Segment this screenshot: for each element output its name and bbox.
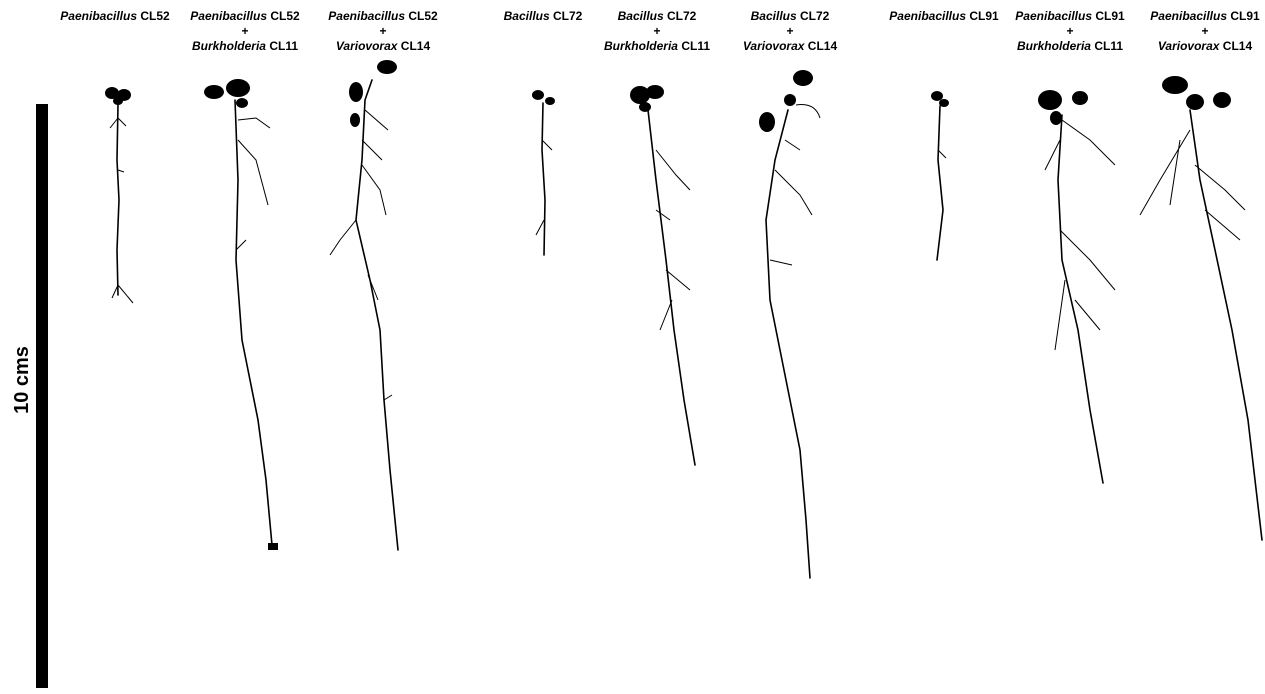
genus: Burkholderia <box>1017 39 1091 53</box>
strain: CL14 <box>401 39 431 53</box>
genus: Paenibacillus <box>1150 9 1227 23</box>
plus: + <box>241 24 248 38</box>
figure: Paenibacillus CL52Paenibacillus CL52+Bur… <box>0 0 1265 689</box>
plus: + <box>1201 24 1208 38</box>
panel-label: Variovorax CL14 <box>336 39 431 53</box>
strain: CL91 <box>1230 9 1260 23</box>
panel-label: Burkholderia CL11 <box>1017 39 1123 53</box>
panel-label: Burkholderia CL11 <box>192 39 298 53</box>
genus: Paenibacillus <box>1015 9 1092 23</box>
panel-label: Bacillus CL72 <box>751 9 830 23</box>
genus: Variovorax <box>1158 39 1221 53</box>
strain: CL52 <box>140 9 170 23</box>
panel-label: Burkholderia CL11 <box>604 39 710 53</box>
plus: + <box>1066 24 1073 38</box>
genus: Paenibacillus <box>60 9 137 23</box>
genus: Bacillus <box>504 9 550 23</box>
panel-label: Paenibacillus CL52 <box>190 9 300 23</box>
genus: Bacillus <box>751 9 797 23</box>
strain: CL91 <box>1095 9 1125 23</box>
scale-label: 10 cms <box>11 346 33 414</box>
genus: Burkholderia <box>192 39 266 53</box>
panel-label: Bacillus CL72 <box>618 9 697 23</box>
genus: Bacillus <box>618 9 664 23</box>
genus: Variovorax <box>336 39 399 53</box>
genus: Paenibacillus <box>889 9 966 23</box>
plus: + <box>786 24 793 38</box>
strain: CL11 <box>1094 39 1123 53</box>
panel-label: Paenibacillus CL91 <box>889 9 999 23</box>
panel-label: Variovorax CL14 <box>1158 39 1253 53</box>
panel-label: Paenibacillus CL91 <box>1015 9 1125 23</box>
strain: CL14 <box>1223 39 1253 53</box>
genus: Burkholderia <box>604 39 678 53</box>
genus: Paenibacillus <box>328 9 405 23</box>
panel-label: Paenibacillus CL91 <box>1150 9 1260 23</box>
strain: CL72 <box>667 9 697 23</box>
genus: Paenibacillus <box>190 9 267 23</box>
panel-label: Bacillus CL72 <box>504 9 583 23</box>
strain: CL91 <box>969 9 999 23</box>
scale-bar <box>36 104 48 688</box>
strain: CL14 <box>808 39 838 53</box>
panel-label: Paenibacillus CL52 <box>328 9 438 23</box>
panel-label: Variovorax CL14 <box>743 39 838 53</box>
plus: + <box>653 24 660 38</box>
strain: CL11 <box>681 39 710 53</box>
strain: CL72 <box>553 9 583 23</box>
strain: CL11 <box>269 39 298 53</box>
strain: CL52 <box>270 9 300 23</box>
plus: + <box>379 24 386 38</box>
panel-label: Paenibacillus CL52 <box>60 9 170 23</box>
strain: CL72 <box>800 9 830 23</box>
seedlings <box>105 60 1262 578</box>
strain: CL52 <box>408 9 438 23</box>
genus: Variovorax <box>743 39 806 53</box>
